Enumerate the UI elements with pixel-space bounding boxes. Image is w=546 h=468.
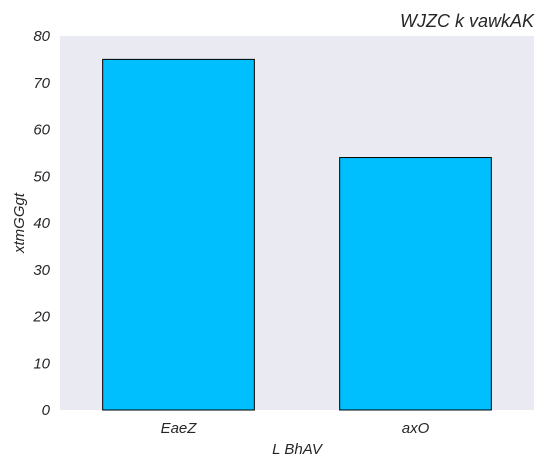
x-tick-label: EaeZ — [161, 420, 198, 437]
y-tick-labels: 0 10 20 30 40 50 60 70 80 — [32, 28, 50, 419]
bar-EaeZ — [103, 59, 255, 410]
bar-axO — [340, 158, 492, 410]
y-tick-label: 70 — [33, 75, 50, 92]
y-tick-label: 60 — [33, 122, 50, 139]
y-tick-label: 20 — [32, 309, 50, 326]
y-tick-label: 80 — [33, 28, 50, 45]
y-axis-label: xtmGGgt — [11, 192, 28, 254]
y-tick-label: 30 — [33, 262, 50, 279]
x-axis-label: L BhAV — [272, 441, 324, 458]
y-tick-label: 40 — [33, 215, 50, 232]
y-tick-label: 10 — [33, 355, 50, 372]
y-tick-label: 0 — [42, 402, 51, 419]
chart-title: WJZC k vawkAK — [400, 11, 535, 31]
x-tick-labels: EaeZ axO — [161, 420, 430, 437]
y-tick-label: 50 — [33, 168, 50, 185]
x-tick-label: axO — [402, 420, 430, 437]
